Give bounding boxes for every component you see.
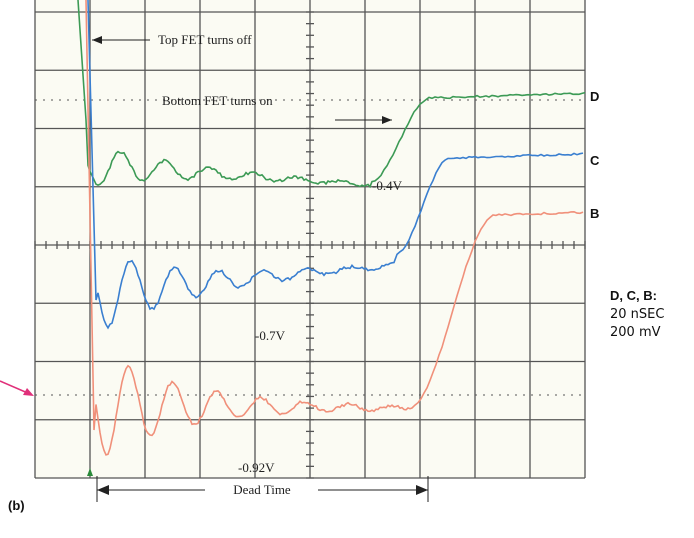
trace-label: C xyxy=(590,153,600,168)
settings-volt: 200 mV xyxy=(610,325,661,340)
panel-label: (b) xyxy=(8,498,25,513)
settings-title: D, C, B: xyxy=(610,288,657,303)
annotation: -0.92V xyxy=(238,460,275,475)
settings-time: 20 nSEC xyxy=(610,307,664,322)
trace-label: B xyxy=(590,206,599,221)
annotation: Bottom FET turns on xyxy=(162,93,273,108)
annotation: -0.4V xyxy=(372,178,403,193)
annotation: Top FET turns off xyxy=(158,32,252,47)
annotation: Dead Time xyxy=(233,482,291,497)
annotation: -0.7V xyxy=(255,328,286,343)
trace-label: D xyxy=(590,89,599,104)
